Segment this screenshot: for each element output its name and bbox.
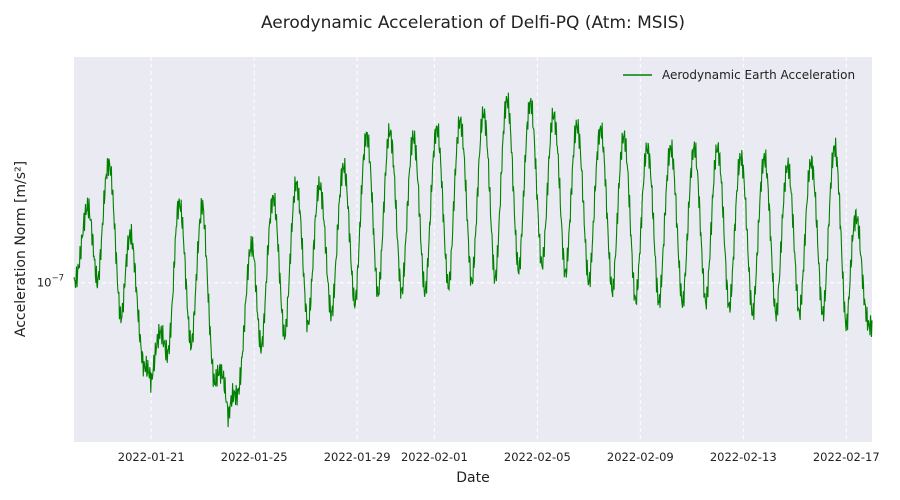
x-tick-label: 2022-02-09	[607, 450, 674, 464]
legend: Aerodynamic Earth Acceleration	[623, 68, 855, 82]
x-tick-label: 2022-02-17	[813, 450, 880, 464]
y-axis-ticks: 10−7	[37, 274, 64, 290]
x-tick-label: 2022-01-29	[324, 450, 391, 464]
x-tick-label: 2022-01-25	[221, 450, 288, 464]
series-line	[73, 92, 873, 428]
y-axis-label: Acceleration Norm [m/s²]	[13, 161, 29, 337]
chart-title: Aerodynamic Acceleration of Delfi-PQ (At…	[261, 13, 685, 33]
x-tick-label: 2022-02-05	[504, 450, 571, 464]
legend-label: Aerodynamic Earth Acceleration	[662, 68, 855, 82]
y-tick-label: 10−7	[37, 274, 64, 290]
x-tick-label: 2022-01-21	[118, 450, 185, 464]
x-tick-label: 2022-02-01	[401, 450, 468, 464]
x-axis-label: Date	[456, 470, 489, 486]
series-layer	[73, 92, 873, 428]
x-tick-label: 2022-02-13	[710, 450, 777, 464]
plot-area	[74, 57, 872, 442]
x-axis-ticks: 2022-01-21 2022-01-25 2022-01-29 2022-02-01…	[118, 450, 880, 464]
